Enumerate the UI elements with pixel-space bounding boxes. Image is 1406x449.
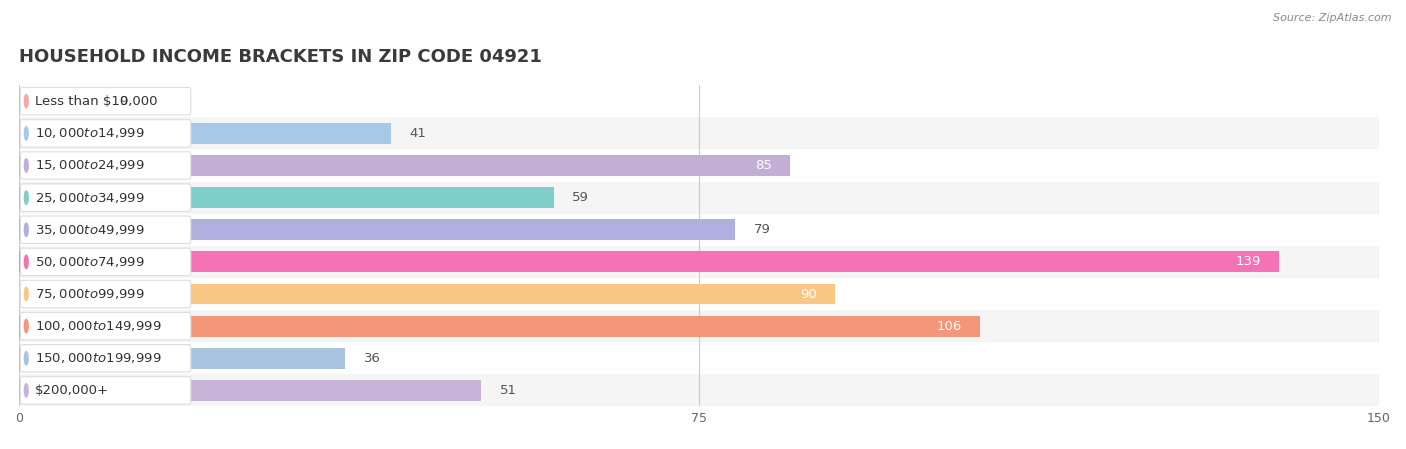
Circle shape (24, 159, 28, 172)
Text: $50,000 to $74,999: $50,000 to $74,999 (35, 255, 145, 269)
FancyBboxPatch shape (20, 184, 191, 211)
Bar (20, 181, 1379, 214)
Bar (20, 150, 1379, 181)
Text: $150,000 to $199,999: $150,000 to $199,999 (35, 351, 162, 365)
FancyBboxPatch shape (20, 88, 191, 115)
FancyBboxPatch shape (20, 377, 191, 404)
Text: $10,000 to $14,999: $10,000 to $14,999 (35, 126, 145, 141)
Circle shape (24, 95, 28, 108)
Bar (20, 284, 835, 304)
Bar (20, 251, 1279, 273)
Bar (20, 214, 1379, 246)
FancyBboxPatch shape (20, 248, 191, 276)
Text: 9: 9 (118, 95, 127, 108)
Bar (20, 219, 735, 240)
Circle shape (24, 127, 28, 140)
FancyBboxPatch shape (20, 216, 191, 243)
Text: $25,000 to $34,999: $25,000 to $34,999 (35, 191, 145, 205)
Text: Source: ZipAtlas.com: Source: ZipAtlas.com (1274, 13, 1392, 23)
Bar (20, 117, 1379, 150)
Text: 41: 41 (409, 127, 426, 140)
Text: Less than $10,000: Less than $10,000 (35, 95, 157, 108)
Bar (20, 374, 1379, 406)
Circle shape (24, 191, 28, 204)
Bar (20, 91, 101, 112)
Bar (20, 155, 790, 176)
Text: 59: 59 (572, 191, 589, 204)
Bar (20, 380, 481, 401)
FancyBboxPatch shape (20, 344, 191, 372)
Bar (20, 85, 1379, 117)
Bar (20, 278, 1379, 310)
Text: $15,000 to $24,999: $15,000 to $24,999 (35, 158, 145, 172)
Text: 36: 36 (364, 352, 381, 365)
Circle shape (24, 352, 28, 365)
Circle shape (24, 255, 28, 269)
Bar (20, 316, 980, 337)
Text: 106: 106 (936, 320, 962, 333)
Bar (20, 310, 1379, 342)
Text: 85: 85 (755, 159, 772, 172)
FancyBboxPatch shape (20, 313, 191, 340)
Circle shape (24, 384, 28, 397)
Circle shape (24, 320, 28, 333)
Bar (20, 342, 1379, 374)
FancyBboxPatch shape (20, 280, 191, 308)
FancyBboxPatch shape (20, 152, 191, 179)
Circle shape (24, 287, 28, 301)
Bar (20, 187, 554, 208)
Text: HOUSEHOLD INCOME BRACKETS IN ZIP CODE 04921: HOUSEHOLD INCOME BRACKETS IN ZIP CODE 04… (20, 48, 541, 66)
Bar (20, 123, 391, 144)
Text: $35,000 to $49,999: $35,000 to $49,999 (35, 223, 145, 237)
Text: 139: 139 (1236, 255, 1261, 269)
Text: 90: 90 (800, 287, 817, 300)
Text: $75,000 to $99,999: $75,000 to $99,999 (35, 287, 145, 301)
FancyBboxPatch shape (20, 120, 191, 147)
Text: 79: 79 (754, 223, 770, 236)
Circle shape (24, 223, 28, 237)
Text: $200,000+: $200,000+ (35, 384, 110, 397)
Text: 51: 51 (499, 384, 516, 397)
Text: $100,000 to $149,999: $100,000 to $149,999 (35, 319, 162, 333)
Bar (20, 246, 1379, 278)
Bar (20, 348, 346, 369)
